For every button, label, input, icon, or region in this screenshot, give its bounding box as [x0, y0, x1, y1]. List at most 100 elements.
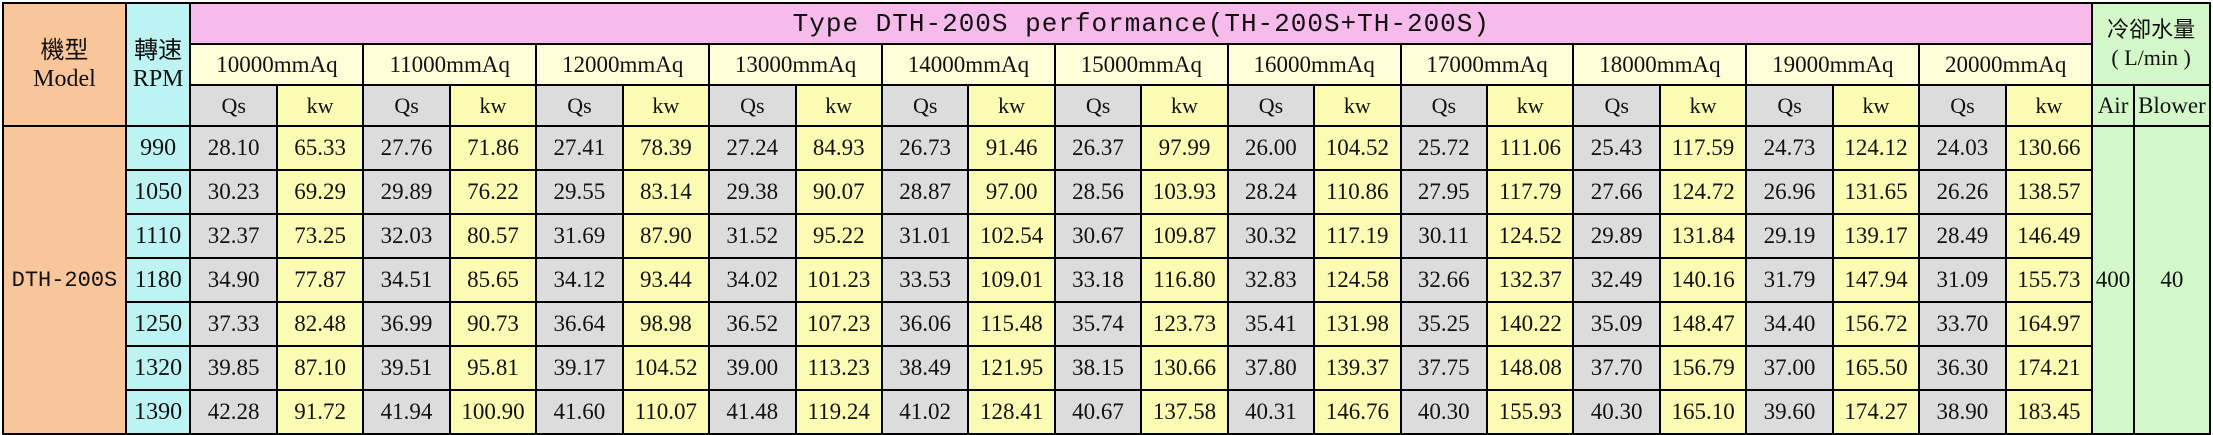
- pressure-header: 19000mmAq: [1745, 43, 1921, 86]
- kw-value-cell: 84.93: [794, 125, 883, 171]
- rpm-cell: 1250: [124, 301, 192, 347]
- model-header-en: Model: [33, 65, 96, 92]
- kw-value-cell: 140.16: [1658, 257, 1748, 303]
- qs-value-cell: 37.33: [189, 301, 278, 347]
- kw-value-cell: 102.54: [967, 213, 1056, 259]
- pressure-header: 16000mmAq: [1226, 43, 1402, 86]
- qs-value-cell: 24.03: [1918, 125, 2007, 171]
- qs-value-cell: 33.70: [1918, 301, 2007, 347]
- kw-value-cell: 65.33: [275, 125, 365, 171]
- model-name-cell: DTH-200S: [2, 125, 127, 435]
- table-row: 1050 30.23 69.29 29.89 76.22 29.55 83.14 29.38 9…: [3, 169, 2210, 215]
- qs-value-cell: 26.73: [880, 125, 970, 171]
- rpm-cell: 1110: [124, 213, 192, 259]
- kw-value-cell: 121.95: [967, 345, 1056, 391]
- unit-kw-header: kw: [2004, 84, 2094, 127]
- qs-value-cell: 26.96: [1745, 169, 1834, 215]
- kw-value-cell: 101.23: [794, 257, 883, 303]
- qs-value-cell: 28.10: [189, 125, 278, 171]
- qs-value-cell: 30.67: [1053, 213, 1143, 259]
- qs-value-cell: 36.30: [1918, 345, 2007, 391]
- qs-value-cell: 36.64: [535, 301, 624, 347]
- kw-value-cell: 97.00: [967, 169, 1056, 215]
- unit-kw-header: kw: [967, 84, 1056, 127]
- unit-qs-header: Qs: [1226, 84, 1316, 127]
- qs-value-cell: 30.23: [189, 169, 278, 215]
- unit-qs-header: Qs: [1572, 84, 1661, 127]
- qs-value-cell: 34.51: [362, 257, 451, 303]
- kw-value-cell: 174.21: [2004, 345, 2094, 391]
- kw-value-cell: 131.65: [1831, 169, 1921, 215]
- qs-value-cell: 24.73: [1745, 125, 1834, 171]
- kw-value-cell: 165.50: [1831, 345, 1921, 391]
- kw-value-cell: 123.73: [1140, 301, 1229, 347]
- unit-kw-header: kw: [275, 84, 365, 127]
- qs-value-cell: 28.87: [880, 169, 970, 215]
- qs-value-cell: 27.41: [535, 125, 624, 171]
- kw-value-cell: 113.23: [794, 345, 883, 391]
- qs-value-cell: 31.79: [1745, 257, 1834, 303]
- qs-value-cell: 29.55: [535, 169, 624, 215]
- qs-value-cell: 29.19: [1745, 213, 1834, 259]
- qs-value-cell: 32.49: [1572, 257, 1661, 303]
- kw-value-cell: 183.45: [2004, 389, 2094, 435]
- unit-qs-header: Qs: [1918, 84, 2007, 127]
- kw-value-cell: 148.08: [1486, 345, 1575, 391]
- qs-value-cell: 32.66: [1399, 257, 1489, 303]
- kw-value-cell: 76.22: [448, 169, 538, 215]
- qs-value-cell: 39.60: [1745, 389, 1834, 435]
- kw-value-cell: 137.58: [1140, 389, 1229, 435]
- qs-value-cell: 34.40: [1745, 301, 1834, 347]
- kw-value-cell: 117.59: [1658, 125, 1748, 171]
- kw-value-cell: 117.79: [1486, 169, 1575, 215]
- qs-value-cell: 25.72: [1399, 125, 1489, 171]
- rpm-cell: 1390: [124, 389, 192, 435]
- kw-value-cell: 80.57: [448, 213, 538, 259]
- qs-value-cell: 34.12: [535, 257, 624, 303]
- kw-value-cell: 110.07: [621, 389, 711, 435]
- kw-value-cell: 87.90: [621, 213, 711, 259]
- kw-value-cell: 139.37: [1313, 345, 1402, 391]
- kw-value-cell: 174.27: [1831, 389, 1921, 435]
- kw-value-cell: 124.72: [1658, 169, 1748, 215]
- kw-value-cell: 130.66: [2004, 125, 2094, 171]
- rpm-cell: 990: [124, 125, 192, 171]
- kw-value-cell: 139.17: [1831, 213, 1921, 259]
- unit-qs-header: Qs: [880, 84, 970, 127]
- kw-value-cell: 116.80: [1140, 257, 1229, 303]
- qs-value-cell: 29.89: [1572, 213, 1661, 259]
- table-row: DTH-200S 990 28.10 65.33 27.76 71.86 27.41 78.3…: [2, 125, 2212, 435]
- qs-value-cell: 31.52: [708, 213, 797, 259]
- unit-kw-header: kw: [794, 84, 883, 127]
- unit-qs-header: Qs: [1399, 84, 1489, 127]
- pressure-header: 11000mmAq: [362, 43, 538, 86]
- qs-value-cell: 32.83: [1226, 257, 1316, 303]
- qs-value-cell: 27.66: [1572, 169, 1661, 215]
- pressure-header: 15000mmAq: [1053, 43, 1229, 86]
- qs-value-cell: 36.06: [880, 301, 970, 347]
- pressure-header: 12000mmAq: [535, 43, 711, 86]
- kw-value-cell: 148.47: [1658, 301, 1748, 347]
- kw-value-cell: 156.79: [1658, 345, 1748, 391]
- cooling-water-unit: ( L/min ): [2111, 45, 2191, 70]
- kw-value-cell: 103.93: [1140, 169, 1229, 215]
- rpm-cell: 1320: [124, 345, 192, 391]
- pressure-header: 18000mmAq: [1572, 43, 1748, 86]
- qs-value-cell: 41.60: [535, 389, 624, 435]
- qs-value-cell: 33.53: [880, 257, 970, 303]
- qs-value-cell: 33.18: [1053, 257, 1143, 303]
- qs-value-cell: 39.00: [708, 345, 797, 391]
- kw-value-cell: 93.44: [621, 257, 711, 303]
- kw-value-cell: 156.72: [1831, 301, 1921, 347]
- kw-value-cell: 109.87: [1140, 213, 1229, 259]
- qs-value-cell: 40.31: [1226, 389, 1316, 435]
- kw-value-cell: 109.01: [967, 257, 1056, 303]
- unit-kw-header: kw: [448, 84, 538, 127]
- qs-value-cell: 40.67: [1053, 389, 1143, 435]
- model-header-cell: 機型 Model: [2, 2, 127, 127]
- unit-qs-header: Qs: [708, 84, 797, 127]
- qs-value-cell: 38.15: [1053, 345, 1143, 391]
- kw-value-cell: 124.52: [1486, 213, 1575, 259]
- kw-value-cell: 165.10: [1658, 389, 1748, 435]
- unit-qs-header: Qs: [189, 84, 278, 127]
